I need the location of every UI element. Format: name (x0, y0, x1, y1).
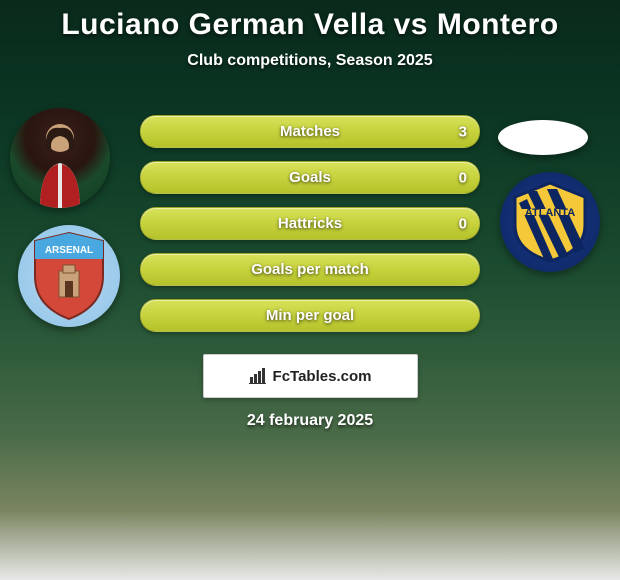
stats-list: Matches 3 Goals 0 Hattricks 0 Goals per … (140, 115, 480, 332)
source-badge-text: FcTables.com (273, 368, 372, 385)
svg-text:ATLANTA: ATLANTA (525, 207, 575, 219)
source-badge[interactable]: FcTables.com (203, 354, 418, 398)
stat-right-value: 3 (459, 123, 467, 140)
stat-label: Goals per match (251, 261, 369, 278)
stat-row-goals-per-match: Goals per match (140, 253, 480, 286)
date-line: 24 february 2025 (0, 412, 620, 430)
player-silhouette-icon (10, 108, 110, 208)
stat-row-hattricks: Hattricks 0 (140, 207, 480, 240)
stat-row-goals: Goals 0 (140, 161, 480, 194)
stat-row-matches: Matches 3 (140, 115, 480, 148)
stat-label: Matches (280, 123, 340, 140)
bar-chart-icon (249, 368, 269, 384)
page-title: Luciano German Vella vs Montero (0, 0, 620, 42)
stat-label: Goals (289, 169, 331, 186)
comparison-card: Luciano German Vella vs Montero Club com… (0, 0, 620, 580)
stat-right-value: 0 (459, 215, 467, 232)
stat-row-min-per-goal: Min per goal (140, 299, 480, 332)
subtitle: Club competitions, Season 2025 (0, 52, 620, 70)
stat-label: Hattricks (278, 215, 342, 232)
svg-text:ARSENAL: ARSENAL (45, 245, 93, 256)
stat-label: Min per goal (266, 307, 354, 324)
left-club-badge: ARSENAL (18, 225, 120, 327)
right-player-avatar (498, 120, 588, 155)
shield-icon: ARSENAL (29, 231, 109, 321)
shield-icon: ATLANTA (507, 179, 593, 265)
stat-right-value: 0 (459, 169, 467, 186)
right-club-badge: ATLANTA (500, 172, 600, 272)
left-player-avatar (10, 108, 110, 208)
